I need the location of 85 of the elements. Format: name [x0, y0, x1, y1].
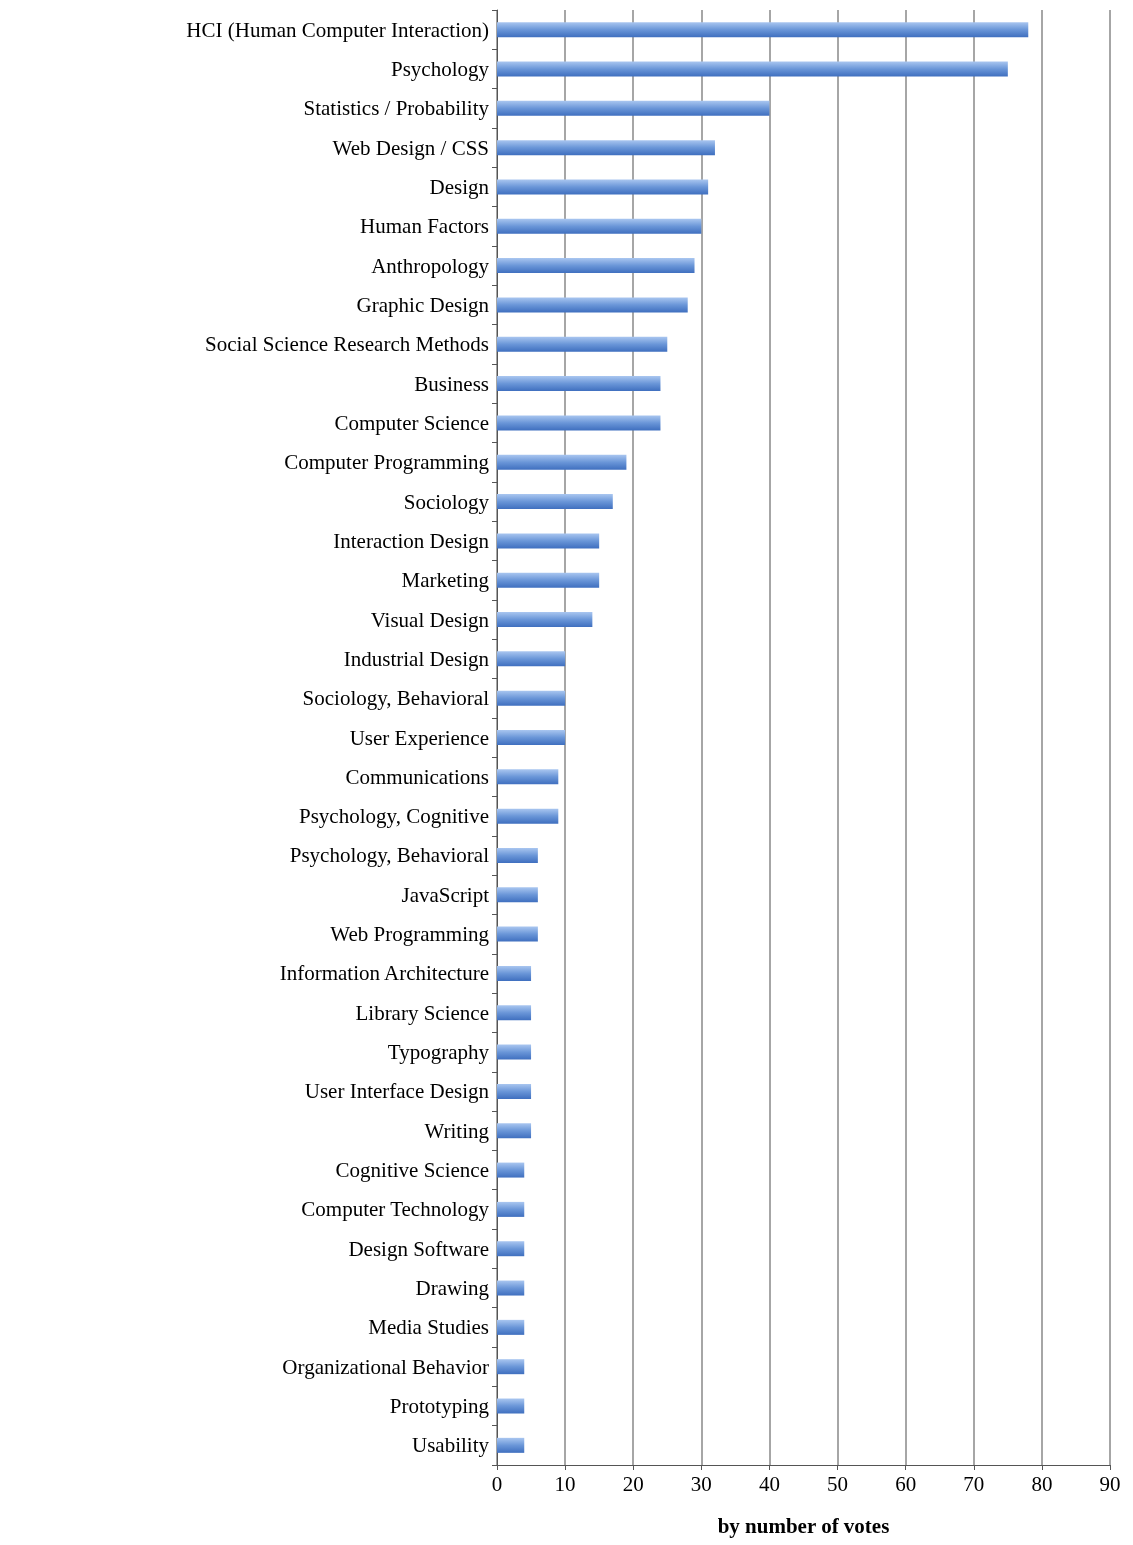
- y-tick-label: Statistics / Probability: [303, 96, 490, 121]
- y-tick-label: Social Science Research Methods: [205, 332, 489, 357]
- bar: [497, 651, 566, 667]
- bar: [497, 258, 695, 274]
- y-tick-label: Anthropology: [371, 253, 490, 278]
- bar: [497, 1319, 525, 1335]
- bar: [497, 1437, 525, 1453]
- bar: [497, 847, 538, 863]
- y-tick-label: Psychology: [390, 56, 490, 81]
- bar: [497, 100, 770, 116]
- bar: [497, 612, 593, 628]
- bar: [497, 218, 702, 234]
- bar: [497, 572, 600, 588]
- x-tick-label: 60: [895, 1471, 917, 1496]
- bar: [497, 1044, 532, 1060]
- y-tick-label: Communications: [345, 764, 489, 789]
- bar: [497, 1280, 525, 1296]
- y-tick-label: Psychology, Behavioral: [289, 843, 490, 868]
- y-tick-label: Organizational Behavior: [282, 1354, 489, 1379]
- y-tick-label: Graphic Design: [356, 292, 490, 317]
- y-tick-label: JavaScript: [401, 882, 490, 907]
- bar: [497, 1123, 532, 1139]
- y-tick-label: Interaction Design: [333, 528, 490, 553]
- bar: [497, 887, 538, 903]
- bar: [497, 494, 613, 510]
- y-tick-label: Design: [429, 174, 490, 199]
- x-axis-title: by number of votes: [717, 1513, 890, 1538]
- bar: [497, 140, 715, 156]
- y-tick-label: Computer Technology: [301, 1197, 490, 1222]
- y-tick-label: Computer Science: [334, 410, 489, 435]
- x-tick-label: 30: [690, 1471, 712, 1496]
- y-tick-label: Visual Design: [370, 607, 490, 632]
- bar: [497, 454, 627, 470]
- bar: [497, 179, 709, 195]
- y-tick-label: Writing: [424, 1118, 490, 1143]
- y-tick-label: Web Design / CSS: [332, 135, 489, 160]
- y-tick-label: Library Science: [355, 1000, 489, 1025]
- bar: [497, 336, 668, 352]
- bar: [497, 61, 1008, 77]
- y-tick-label: Psychology, Cognitive: [299, 804, 489, 829]
- bar: [497, 22, 1029, 38]
- y-tick-label: Marketing: [401, 568, 490, 593]
- bar: [497, 1398, 525, 1414]
- bar: [497, 1241, 525, 1257]
- x-tick-label: 90: [1099, 1471, 1121, 1496]
- bar: [497, 1162, 525, 1178]
- bar: [497, 808, 559, 824]
- y-tick-label: Design Software: [348, 1236, 489, 1261]
- bar: [497, 1201, 525, 1217]
- bar: [497, 1359, 525, 1375]
- y-tick-label: Drawing: [415, 1276, 490, 1301]
- bar: [497, 1083, 532, 1099]
- y-tick-label: Usability: [412, 1433, 490, 1458]
- bar: [497, 376, 661, 392]
- y-tick-label: Web Programming: [330, 922, 490, 947]
- y-tick-label: Sociology, Behavioral: [302, 686, 490, 711]
- y-tick-label: Typography: [387, 1040, 490, 1065]
- y-tick-label: Human Factors: [360, 214, 489, 239]
- bar: [497, 730, 566, 745]
- x-tick-label: 50: [827, 1471, 849, 1496]
- y-tick-label: Business: [414, 371, 489, 396]
- y-tick-label: Prototyping: [389, 1394, 490, 1419]
- y-tick-label: Information Architecture: [279, 961, 489, 986]
- y-tick-label: Computer Programming: [284, 450, 490, 475]
- bar: [497, 769, 559, 785]
- x-tick-label: 10: [554, 1471, 576, 1496]
- bar: [497, 297, 688, 313]
- bar: [497, 965, 532, 981]
- bar: [497, 690, 566, 706]
- y-tick-label: User Interface Design: [304, 1079, 490, 1104]
- x-tick-label: 20: [622, 1471, 644, 1496]
- y-tick-label: Media Studies: [368, 1315, 489, 1340]
- bar: [497, 415, 661, 431]
- y-tick-label: Cognitive Science: [335, 1158, 489, 1183]
- bar: [497, 1005, 532, 1021]
- x-tick-label: 40: [758, 1471, 780, 1496]
- x-tick-label: 0: [491, 1471, 503, 1496]
- y-tick-label: Industrial Design: [343, 646, 490, 671]
- bar: [497, 533, 600, 549]
- y-tick-label: HCI (Human Computer Interaction): [186, 17, 489, 42]
- bar: [497, 926, 538, 942]
- x-tick-label: 70: [963, 1471, 985, 1496]
- x-tick-label: 80: [1031, 1471, 1053, 1496]
- y-tick-label: Sociology: [403, 489, 490, 514]
- y-tick-label: User Experience: [349, 725, 489, 750]
